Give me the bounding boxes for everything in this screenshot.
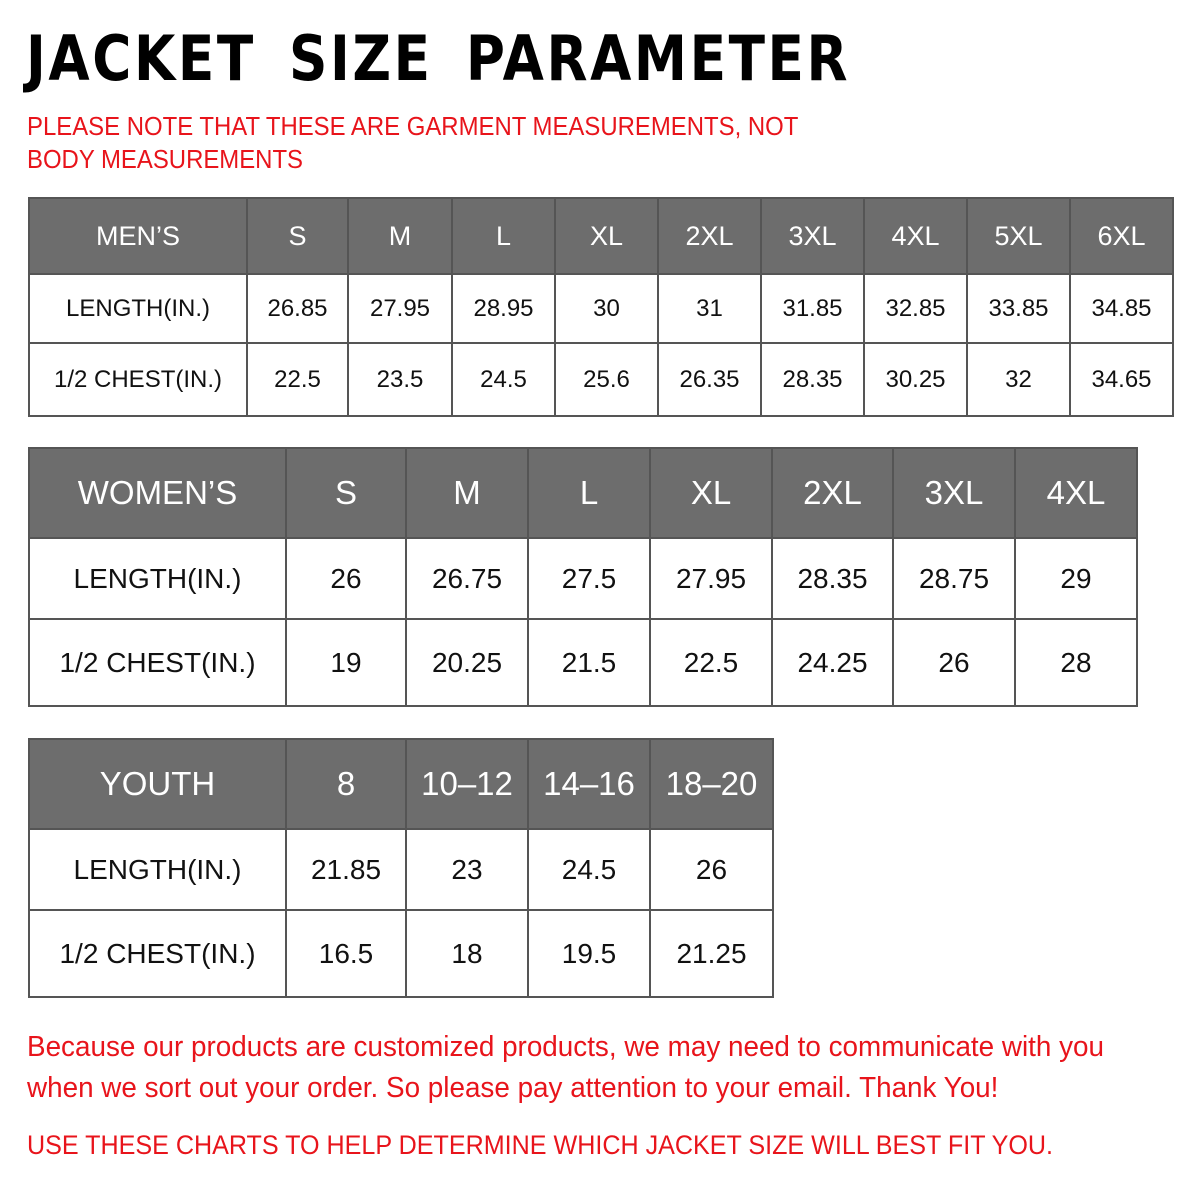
measurement-cell: 22.5 [246,342,349,417]
header-row: YOUTH 8 10–12 14–16 18–20 [28,738,774,830]
measurement-cell: 32.85 [863,273,968,344]
table-row: LENGTH(IN.) 26.85 27.95 28.95 30 31 31.85 32.85… [28,273,1174,344]
measurement-cell: 26 [892,618,1016,707]
measurement-cell: 34.65 [1069,342,1174,417]
measurement-cell: 26 [649,828,774,911]
row-label: LENGTH(IN.) [28,537,287,620]
table-row: LENGTH(IN.) 26 26.75 27.5 27.95 28.35 28.75 29 [28,537,1138,620]
size-header: 5XL [966,197,1071,275]
size-header: 4XL [1014,447,1138,539]
size-header: 6XL [1069,197,1174,275]
measurement-cell: 26.75 [405,537,529,620]
size-header: XL [649,447,773,539]
category-header: YOUTH [28,738,287,830]
size-header: 4XL [863,197,968,275]
size-header: 8 [285,738,407,830]
measurement-cell: 31.85 [760,273,865,344]
measurement-cell: 16.5 [285,909,407,998]
measurement-cell: 26.35 [657,342,762,417]
measurement-cell: 29 [1014,537,1138,620]
table-row: 1/2 CHEST(IN.) 22.5 23.5 24.5 25.6 26.35 28.35… [28,342,1174,417]
size-header: S [285,447,407,539]
row-label: 1/2 CHEST(IN.) [28,909,287,998]
size-header: 18–20 [649,738,774,830]
measurement-cell: 27.5 [527,537,651,620]
measurement-cell: 30 [554,273,659,344]
measurement-cell: 23 [405,828,529,911]
size-header: XL [554,197,659,275]
table-row: LENGTH(IN.) 21.85 23 24.5 26 [28,828,774,911]
men-size-table: MEN’S S M L XL 2XL 3XL 4XL 5XL 6XL LENGTH(IN.) 26.8… [28,197,1174,417]
measurement-cell: 27.95 [649,537,773,620]
size-header: L [451,197,556,275]
page-title: JACKET SIZE PARAMETER [26,22,851,95]
measurement-cell: 21.85 [285,828,407,911]
measurement-cell: 32 [966,342,1071,417]
measurement-cell: 28.95 [451,273,556,344]
customization-notice: Because our products are customized prod… [27,1031,1105,1104]
category-header: MEN’S [28,197,248,275]
size-header: 2XL [771,447,894,539]
table-row: 1/2 CHEST(IN.) 16.5 18 19.5 21.25 [28,909,774,998]
row-label: 1/2 CHEST(IN.) [28,342,248,417]
size-header: 3XL [760,197,865,275]
measurement-note: PLEASE NOTE THAT THESE ARE GARMENT MEASU… [27,111,798,174]
measurement-cell: 25.6 [554,342,659,417]
measurement-cell: 33.85 [966,273,1071,344]
measurement-cell: 30.25 [863,342,968,417]
category-header: WOMEN’S [28,447,287,539]
size-header: 10–12 [405,738,529,830]
size-header: S [246,197,349,275]
measurement-cell: 26 [285,537,407,620]
size-header: 3XL [892,447,1016,539]
measurement-cell: 34.85 [1069,273,1174,344]
header-row: WOMEN’S S M L XL 2XL 3XL 4XL [28,447,1138,539]
size-chart-tip: USE THESE CHARTS TO HELP DETERMINE WHICH… [27,1130,1054,1160]
measurement-cell: 18 [405,909,529,998]
table-row: 1/2 CHEST(IN.) 19 20.25 21.5 22.5 24.25 26 28 [28,618,1138,707]
measurement-cell: 28.35 [760,342,865,417]
women-size-table: WOMEN’S S M L XL 2XL 3XL 4XL LENGTH(IN.) 26 26.75 2… [28,447,1138,707]
measurement-cell: 21.25 [649,909,774,998]
measurement-cell: 27.95 [347,273,453,344]
measurement-cell: 28 [1014,618,1138,707]
header-row: MEN’S S M L XL 2XL 3XL 4XL 5XL 6XL [28,197,1174,275]
measurement-cell: 19.5 [527,909,651,998]
measurement-cell: 19 [285,618,407,707]
measurement-cell: 31 [657,273,762,344]
row-label: LENGTH(IN.) [28,273,248,344]
measurement-cell: 21.5 [527,618,651,707]
measurement-cell: 22.5 [649,618,773,707]
youth-size-table: YOUTH 8 10–12 14–16 18–20 LENGTH(IN.) 21.85 23 2… [28,738,774,998]
row-label: 1/2 CHEST(IN.) [28,618,287,707]
size-header: M [347,197,453,275]
size-header: L [527,447,651,539]
measurement-cell: 28.35 [771,537,894,620]
measurement-cell: 28.75 [892,537,1016,620]
size-header: M [405,447,529,539]
size-header: 14–16 [527,738,651,830]
measurement-cell: 24.5 [527,828,651,911]
measurement-cell: 24.25 [771,618,894,707]
measurement-cell: 23.5 [347,342,453,417]
measurement-cell: 20.25 [405,618,529,707]
size-header: 2XL [657,197,762,275]
measurement-cell: 24.5 [451,342,556,417]
measurement-cell: 26.85 [246,273,349,344]
row-label: LENGTH(IN.) [28,828,287,911]
